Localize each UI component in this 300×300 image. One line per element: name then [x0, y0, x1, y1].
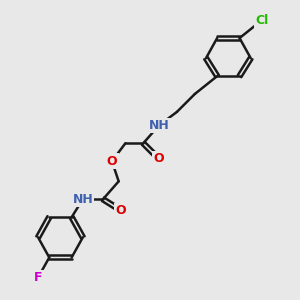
- Text: Cl: Cl: [255, 14, 268, 27]
- Text: O: O: [106, 155, 117, 168]
- Text: F: F: [34, 271, 42, 284]
- Text: O: O: [116, 204, 126, 217]
- Text: NH: NH: [148, 119, 169, 132]
- Text: NH: NH: [73, 193, 93, 206]
- Text: O: O: [154, 152, 164, 166]
